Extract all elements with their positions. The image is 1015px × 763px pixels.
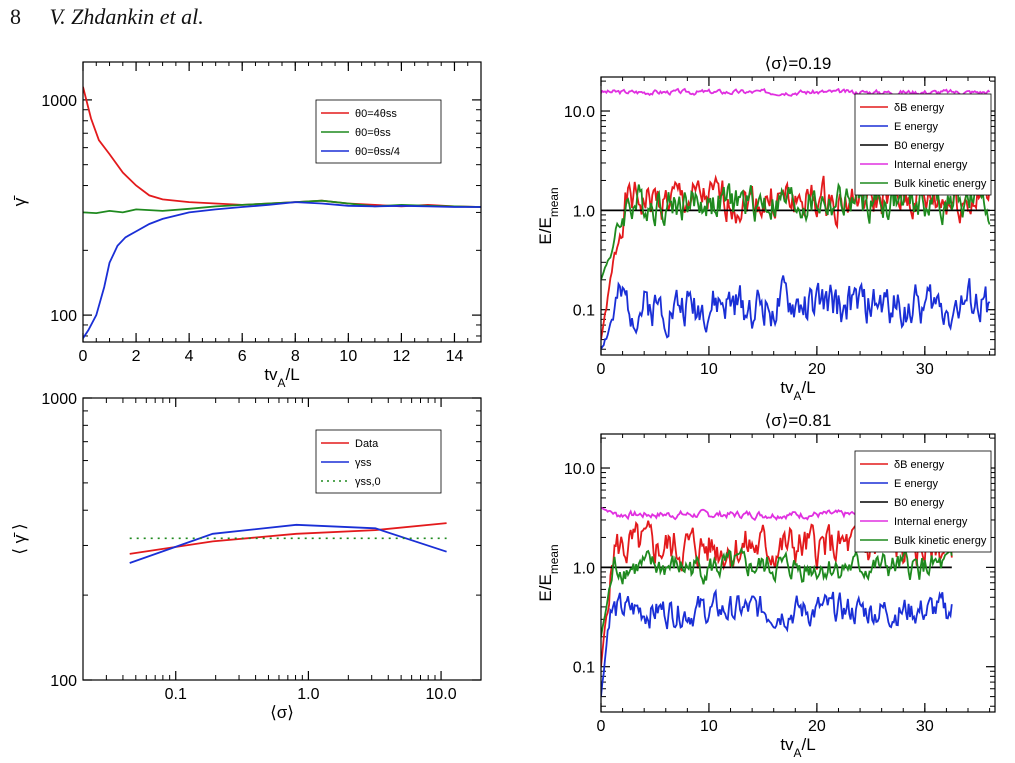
legend-label: E energy bbox=[894, 121, 939, 133]
x-tick-label: 20 bbox=[808, 361, 826, 378]
series-line-internal-energy bbox=[601, 87, 991, 97]
series-group bbox=[83, 86, 481, 339]
y-tick-label: 1000 bbox=[41, 93, 77, 110]
x-tick-label: 14 bbox=[446, 348, 464, 365]
y-tick-label: 100 bbox=[50, 673, 77, 690]
x-tick-label: 4 bbox=[185, 348, 194, 365]
legend-label: Bulk kinetic energy bbox=[894, 178, 987, 190]
y-axis-label: E/Emean bbox=[536, 544, 561, 601]
series-line--b-energy bbox=[601, 174, 991, 340]
y-axis-label: γ̄ bbox=[10, 195, 29, 207]
series-line-bulk-kinetic-energy bbox=[601, 178, 991, 281]
x-tick-label: 0.1 bbox=[165, 686, 187, 703]
x-tick-label: 2 bbox=[132, 348, 141, 365]
y-tick-label: 0.1 bbox=[573, 660, 595, 677]
series-group bbox=[601, 87, 991, 350]
y-tick-label: 1.0 bbox=[573, 560, 595, 577]
page-header: 8 V. Zhdankin et al. bbox=[10, 4, 204, 38]
x-tick-label: 10 bbox=[700, 718, 718, 735]
legend: Data γss γss,0 bbox=[315, 429, 442, 494]
legend-label: δB energy bbox=[894, 102, 945, 114]
x-tick-label: 1.0 bbox=[297, 686, 319, 703]
legend: δB energy E energy B0 energy Internal energ… bbox=[854, 450, 992, 553]
series-line--0-ss-4 bbox=[83, 201, 481, 339]
running-authors: V. Zhdankin et al. bbox=[49, 4, 204, 29]
legend-label: B0 energy bbox=[894, 140, 945, 152]
series-group bbox=[129, 522, 447, 564]
legend-label: δB energy bbox=[894, 459, 945, 471]
x-tick-label: 30 bbox=[916, 361, 934, 378]
x-tick-label: 0 bbox=[597, 361, 606, 378]
plot-frame bbox=[600, 433, 996, 713]
y-tick-label: 0.1 bbox=[573, 303, 595, 320]
chart-tr: 0 10 20 30 0.1 1.0 10.0 tvA/L E/Emean ⟨σ⟩=0.19 δB … bbox=[536, 54, 996, 403]
legend-label: Bulk kinetic energy bbox=[894, 535, 987, 547]
legend-label: B0 energy bbox=[894, 497, 945, 509]
series-line-data bbox=[129, 522, 447, 555]
minor-ticks bbox=[82, 398, 482, 680]
legend-label: θ0=4θss bbox=[355, 108, 397, 120]
series-line-bulk-kinetic-energy bbox=[601, 546, 953, 637]
plot-frame bbox=[82, 61, 482, 343]
legend-label: Data bbox=[355, 438, 379, 450]
legend-label: θ0=θss/4 bbox=[355, 146, 400, 158]
x-axis-label: tvA/L bbox=[780, 735, 815, 760]
legend: δB energy E energy B0 energy Internal energ… bbox=[854, 93, 992, 196]
legend-label: Internal energy bbox=[894, 159, 968, 171]
x-tick-label: 20 bbox=[808, 718, 826, 735]
plot-frame bbox=[600, 76, 996, 356]
x-axis-label: ⟨σ⟩ bbox=[270, 703, 294, 722]
y-tick-label: 1.0 bbox=[573, 203, 595, 220]
series-line-e-energy bbox=[601, 588, 953, 697]
chart-title: ⟨σ⟩=0.81 bbox=[765, 411, 832, 430]
y-tick-label: 1000 bbox=[41, 391, 77, 408]
plot-frame bbox=[82, 397, 482, 681]
x-tick-label: 30 bbox=[916, 718, 934, 735]
x-tick-label: 10 bbox=[700, 361, 718, 378]
x-tick-label: 6 bbox=[238, 348, 247, 365]
y-axis-label: ⟨ γ̄ ⟩ bbox=[10, 523, 29, 554]
legend-label: Internal energy bbox=[894, 516, 968, 528]
y-tick-label: 10.0 bbox=[564, 104, 595, 121]
page-number: 8 bbox=[10, 4, 21, 29]
chart-tl: 0 2 4 6 8 10 12 141001000tvA/Lγ̄θ0=4θssθ0=θssθ0… bbox=[10, 61, 482, 390]
legend-label: γss,0 bbox=[355, 476, 381, 488]
major-ticks bbox=[82, 62, 481, 342]
x-tick-label: 0 bbox=[597, 718, 606, 735]
legend: θ0=4θss θ0=θss θ0=θss/4 bbox=[315, 99, 442, 164]
legend-label: γss bbox=[355, 457, 372, 469]
x-tick-label: 12 bbox=[393, 348, 411, 365]
series-line--ss bbox=[129, 523, 447, 564]
x-tick-label: 8 bbox=[291, 348, 300, 365]
series-line-e-energy bbox=[601, 275, 991, 350]
legend-label: θ0=θss bbox=[355, 127, 391, 139]
y-axis-label: E/Emean bbox=[536, 187, 561, 244]
legend-label: E energy bbox=[894, 478, 939, 490]
x-axis-label: tvA/L bbox=[264, 365, 299, 390]
x-tick-label: 10.0 bbox=[425, 686, 456, 703]
x-tick-label: 10 bbox=[339, 348, 357, 365]
y-tick-label: 100 bbox=[50, 308, 77, 325]
y-tick-label: 10.0 bbox=[564, 461, 595, 478]
x-axis-label: tvA/L bbox=[780, 378, 815, 403]
x-tick-label: 0 bbox=[79, 348, 88, 365]
chart-br: 0 10 20 30 0.1 1.0 10.0 tvA/L E/Emean ⟨σ⟩=0.81 δB … bbox=[536, 411, 996, 760]
chart-bl: 0.1 1.0 10.0 100 1000 ⟨σ⟩ ⟨ γ̄ ⟩ Data γss γss,0 bbox=[10, 391, 482, 722]
chart-title: ⟨σ⟩=0.19 bbox=[765, 54, 832, 73]
